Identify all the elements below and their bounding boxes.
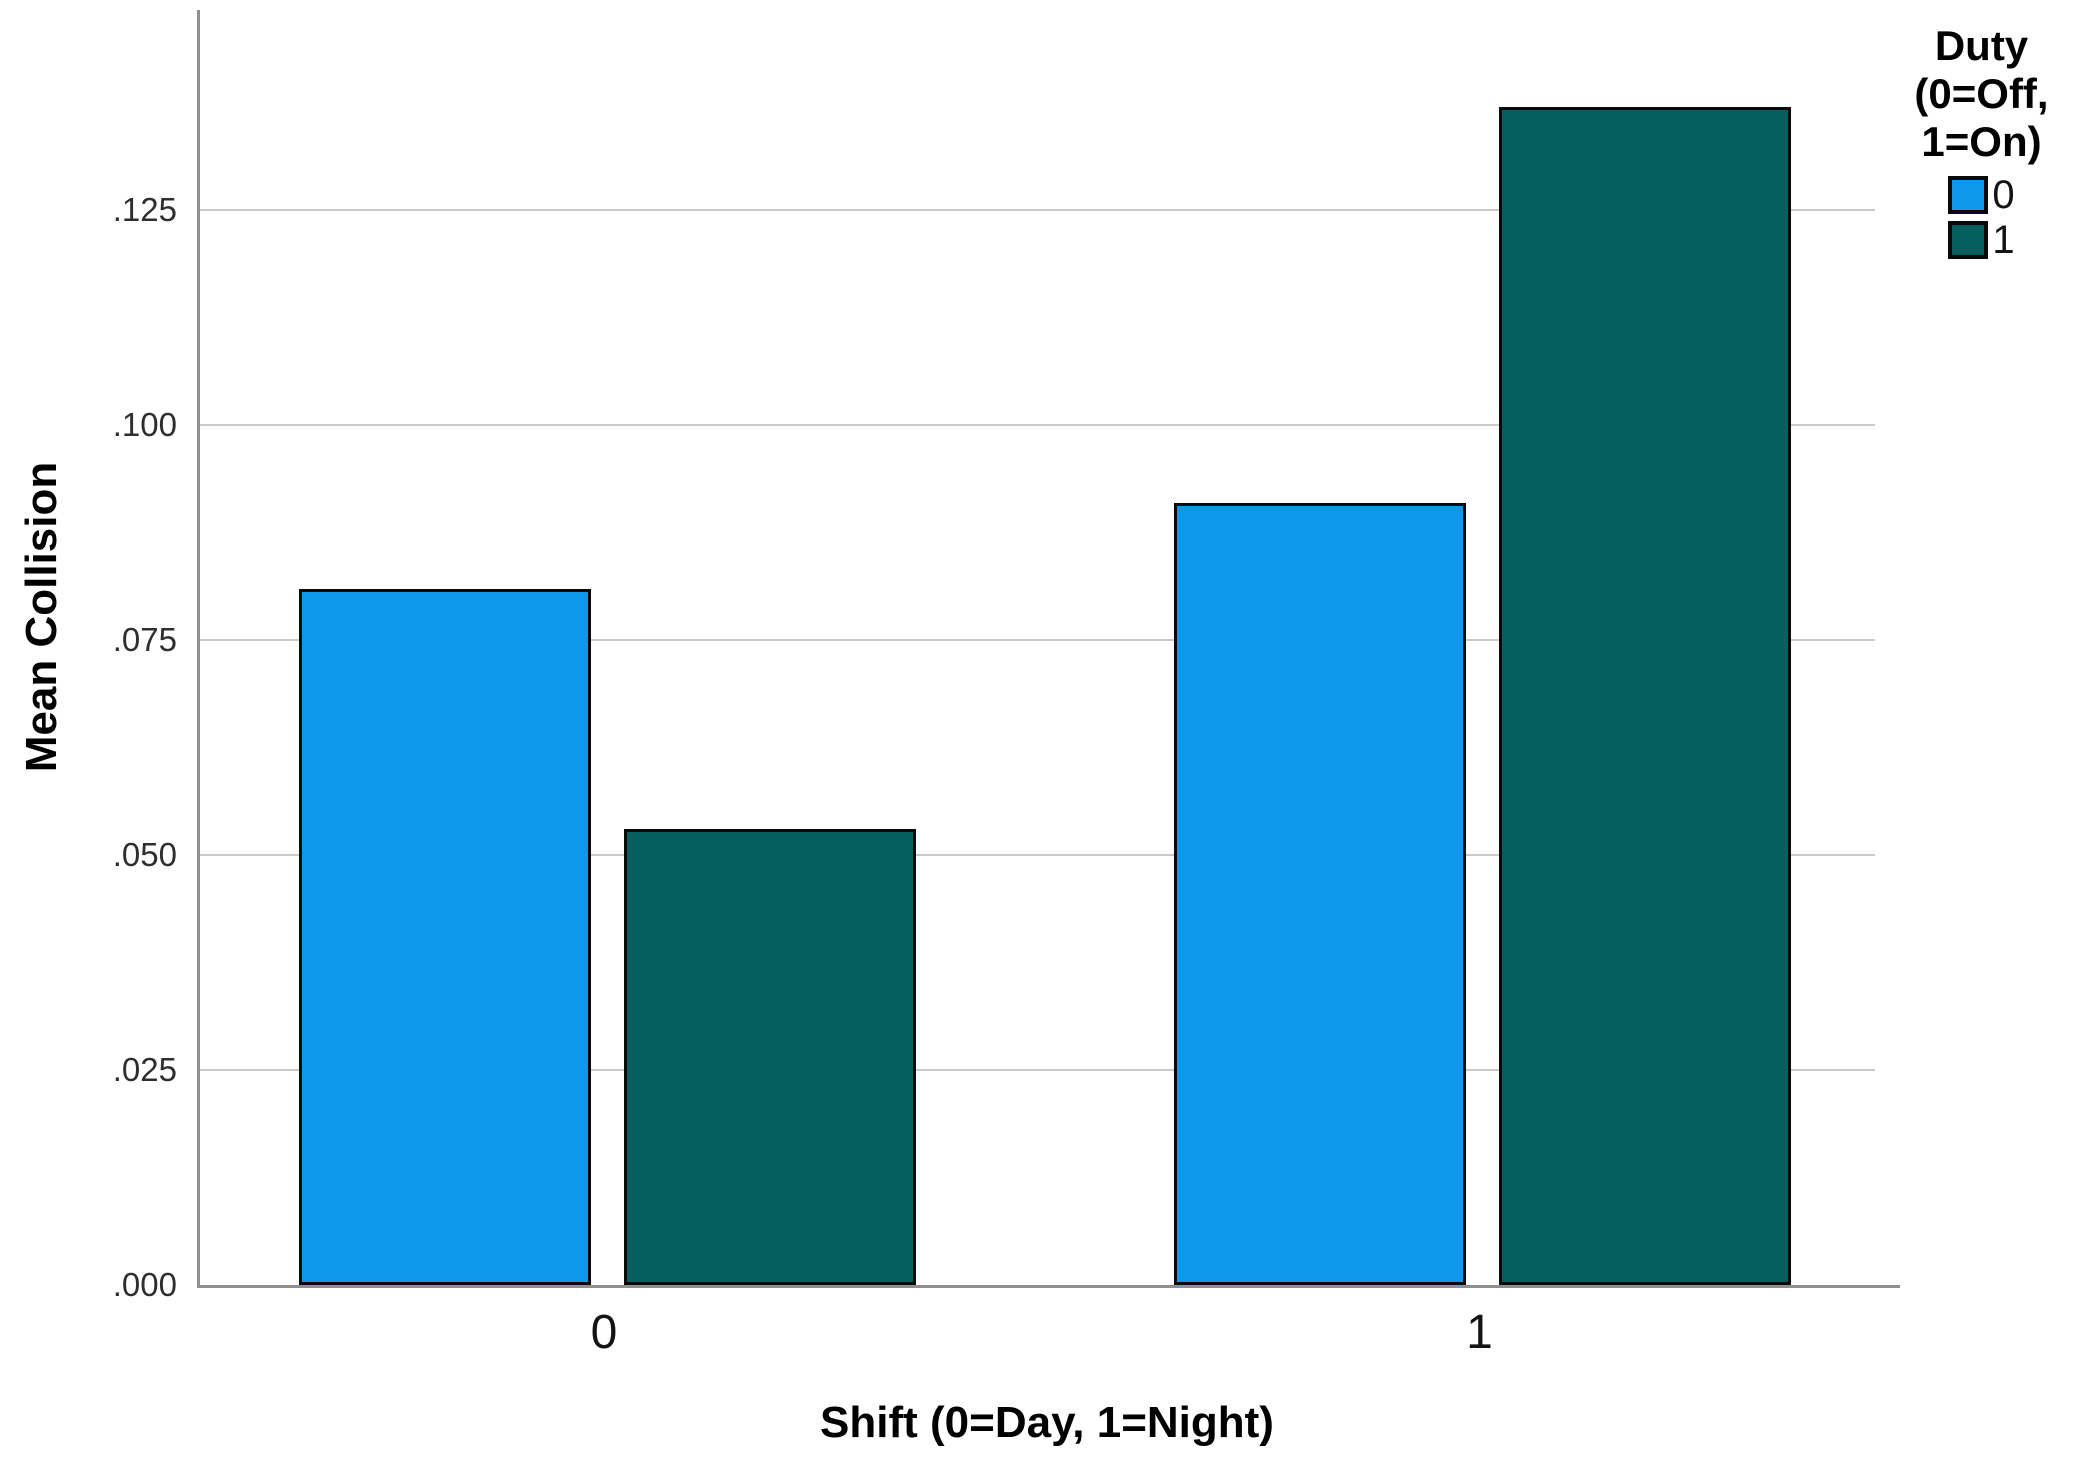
legend-title-line-3: 1=On) [1921,118,2042,165]
y-tick-label-.100: .100 [112,406,177,444]
y-axis-title: Mean Collision [17,461,66,773]
bar-shift1-duty1 [1499,107,1791,1285]
legend-swatch-0 [1948,176,1989,214]
gridline-.125 [200,209,1875,212]
y-tick-label-.125: .125 [112,191,177,229]
legend-swatch-1 [1948,221,1989,259]
gridline-.050 [200,854,1875,857]
bar-shift0-duty1 [624,829,916,1285]
y-tick-label-.050: .050 [112,836,177,874]
y-tick-label-.025: .025 [112,1051,177,1089]
gridline-.075 [200,639,1875,642]
legend-title-line-1: Duty [1934,22,2029,69]
legend-entry-1: 1 [1948,218,2015,262]
legend-title-line-2: (0=Off, [1914,70,2049,117]
bar-shift0-duty0 [299,589,591,1285]
legend-entry-0: 0 [1948,173,2015,217]
x-category-label-1: 1 [1466,1306,1493,1359]
x-category-label-0: 0 [590,1306,618,1359]
gridline-.100 [200,424,1875,427]
x-axis-title: Shift (0=Day, 1=Night) [820,1398,1274,1447]
plot-area [197,10,1900,1288]
legend-label-0: 0 [1992,173,2015,217]
y-tick-label-.075: .075 [112,621,177,659]
y-tick-label-.000: .000 [112,1266,177,1303]
gridline-.025 [200,1069,1875,1072]
legend-label-1: 1 [1992,218,2015,262]
bar-shift1-duty0 [1174,503,1466,1285]
